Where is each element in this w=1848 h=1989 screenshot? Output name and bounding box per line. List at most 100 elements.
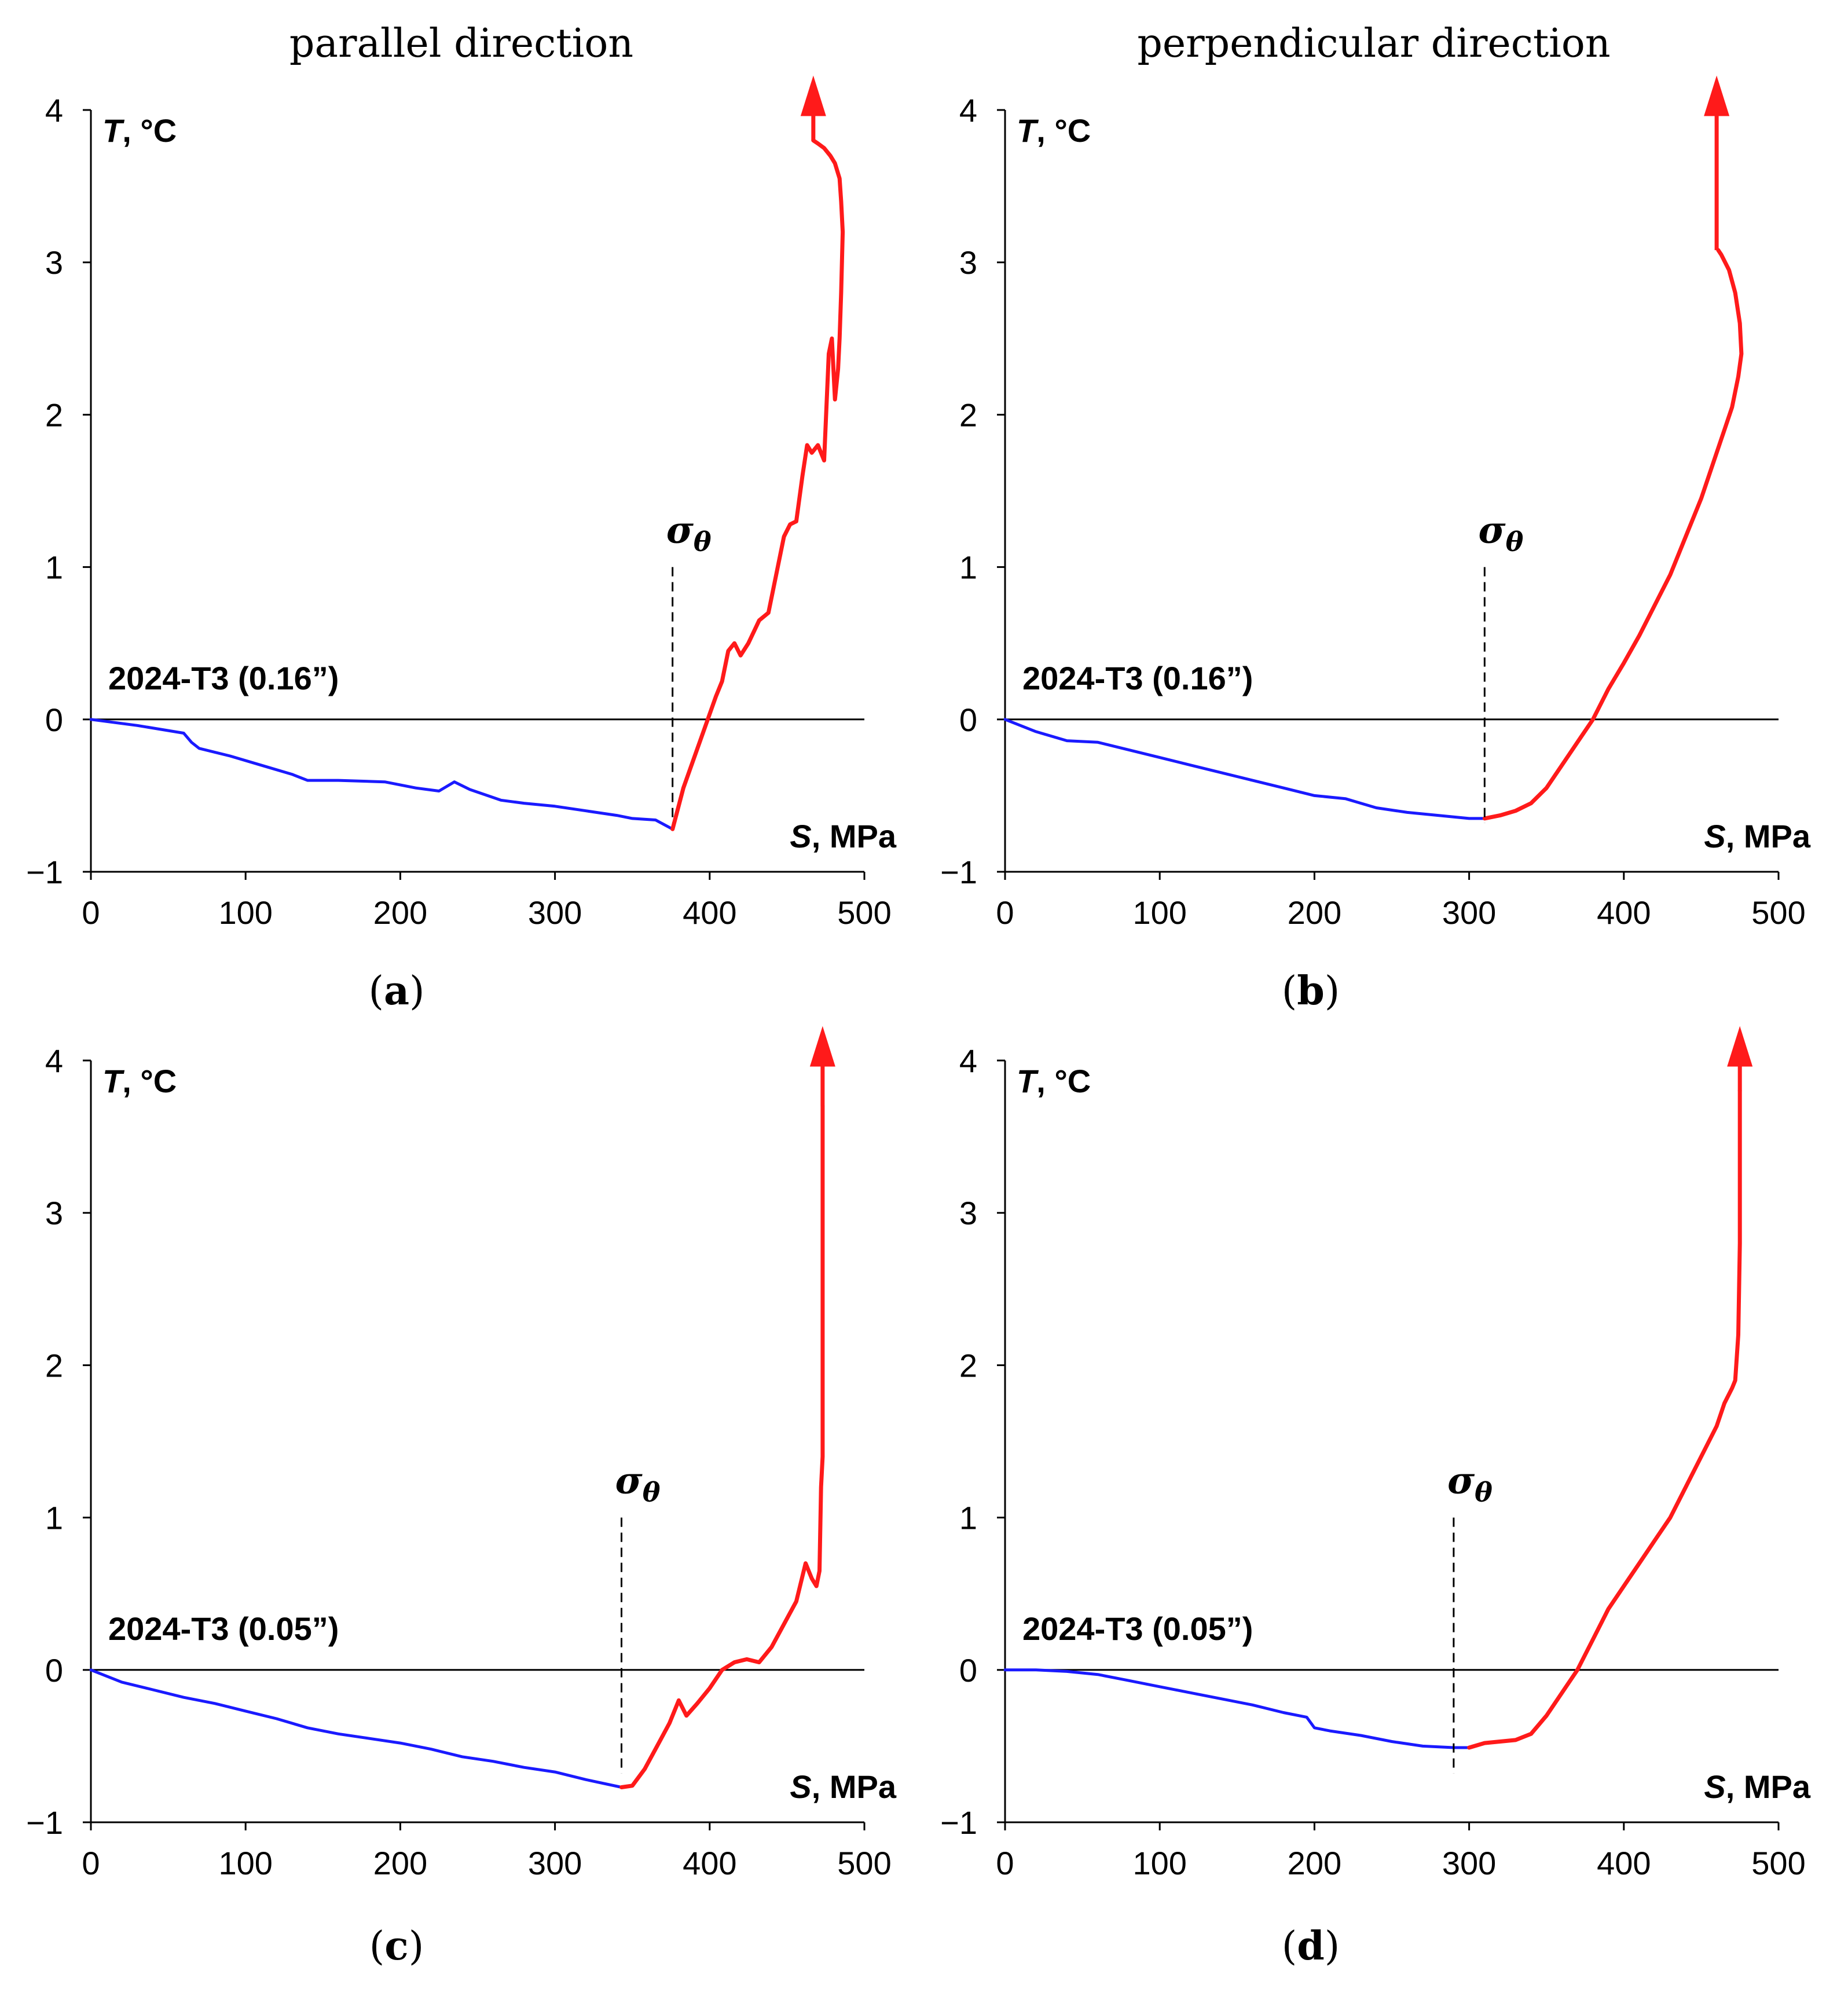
x-tick-label: 500 [837, 894, 891, 931]
y-axis-unit: , °C [1036, 112, 1091, 149]
sigma-theta-label: σθ [1478, 509, 1523, 557]
x-axis-label: S, MPa [790, 818, 896, 854]
panel-label-letter: b [1297, 968, 1325, 1014]
x-tick-label: 400 [683, 1845, 736, 1881]
y-tick-label: 4 [959, 92, 977, 129]
x-tick-label: 200 [373, 894, 427, 931]
y-tick-label: 3 [959, 1195, 977, 1231]
x-tick-label: 100 [1132, 894, 1186, 931]
x-axis-label: S, MPa [1704, 1768, 1810, 1805]
x-tick-label: 200 [1288, 1845, 1341, 1881]
x-axis-label: S, MPa [790, 1768, 896, 1805]
y-tick-label: 2 [45, 1347, 63, 1384]
x-tick-label: 300 [528, 894, 582, 931]
y-tick-label: 1 [45, 549, 63, 586]
arrow-head [1727, 1026, 1753, 1067]
panel-label-letter: a [384, 968, 409, 1014]
series-line-plastic [1482, 248, 1744, 821]
y-tick-label: 4 [45, 92, 63, 129]
y-axis-label: T, °C [102, 112, 177, 149]
material-annotation: 2024-T3 (0.05”) [108, 1610, 339, 1647]
y-tick-label: 2 [959, 1347, 977, 1384]
x-axis-var: S [790, 1768, 811, 1805]
x-tick-label: 300 [1442, 894, 1496, 931]
y-axis-var: T [1017, 112, 1039, 149]
y-tick-label: −1 [940, 854, 977, 890]
material-annotation: 2024-T3 (0.16”) [1022, 660, 1253, 696]
sigma-theta-label: σθ [1447, 1459, 1493, 1508]
series-line-elastic [89, 718, 674, 831]
sigma-theta-label: σθ [615, 1459, 661, 1508]
x-axis-var: S [790, 818, 811, 854]
x-tick-label: 0 [82, 1845, 100, 1881]
y-tick-label: 0 [959, 702, 977, 738]
y-tick-label: 1 [959, 1500, 977, 1536]
y-tick-label: −1 [26, 1804, 63, 1841]
x-tick-label: 100 [1132, 1845, 1186, 1881]
sigma-symbol: σ [666, 509, 694, 552]
chart-panel-c: −1 0 1 2 3 4 0 100 200 300 400 500 T, °C S, MPa 2024-T… [26, 1026, 897, 1969]
chart-panel-a: −1 0 1 2 3 4 0 100 200 300 400 500 T, °C S, MPa 2024-T… [26, 75, 897, 1014]
x-tick-label: 500 [1751, 1845, 1805, 1881]
sigma-symbol: σ [1447, 1459, 1475, 1503]
x-tick-label: 400 [683, 894, 736, 931]
y-axis-unit: , °C [122, 1063, 177, 1099]
y-axis-label: T, °C [1017, 1063, 1091, 1099]
column-title-perpendicular: perpendicular direction [1137, 21, 1610, 67]
series-line-plastic [619, 1104, 825, 1789]
sigma-subscript: θ [694, 526, 712, 557]
x-tick-label: 100 [218, 1845, 272, 1881]
x-tick-label: 0 [82, 894, 100, 931]
x-tick-label: 300 [528, 1845, 582, 1881]
series-line-plastic [670, 138, 845, 831]
panel-label-close: ) [409, 1924, 424, 1969]
panel-label-open: ( [1282, 1924, 1297, 1969]
chart-panel-b: −1 0 1 2 3 4 0 100 200 300 400 500 T, °C S, MPa 2024-T… [940, 75, 1811, 1014]
material-annotation: 2024-T3 (0.05”) [1022, 1610, 1253, 1647]
series-line-plastic [1467, 1089, 1742, 1750]
y-tick-label: 4 [959, 1043, 977, 1079]
panel-label: (d) [1282, 1923, 1340, 1969]
panel-label-letter: d [1297, 1923, 1325, 1969]
series-line-elastic [89, 1668, 623, 1789]
sigma-symbol: σ [615, 1459, 643, 1503]
x-axis-label: S, MPa [1704, 818, 1810, 854]
y-tick-label: 3 [45, 244, 63, 281]
y-axis-unit: , °C [1036, 1063, 1091, 1099]
sigma-subscript: θ [1506, 526, 1524, 557]
arrow-head [1704, 75, 1730, 116]
x-tick-label: 0 [996, 894, 1014, 931]
sigma-subscript: θ [1475, 1477, 1493, 1508]
y-tick-label: 0 [45, 1652, 63, 1689]
x-axis-unit: , MPa [812, 1768, 897, 1805]
sigma-subscript: θ [643, 1477, 661, 1508]
x-axis-unit: , MPa [1726, 818, 1811, 854]
y-tick-label: 1 [45, 1500, 63, 1536]
material-annotation: 2024-T3 (0.16”) [108, 660, 339, 696]
x-tick-label: 300 [1442, 1845, 1496, 1881]
x-tick-label: 500 [1751, 894, 1805, 931]
x-tick-label: 0 [996, 1845, 1014, 1881]
y-axis-label: T, °C [1017, 112, 1091, 149]
sigma-theta-label: σθ [666, 509, 712, 557]
x-tick-label: 400 [1597, 1845, 1651, 1881]
x-tick-label: 200 [373, 1845, 427, 1881]
y-tick-label: 3 [45, 1195, 63, 1231]
arrow-head [800, 75, 826, 116]
panel-label-close: ) [409, 968, 425, 1014]
y-tick-label: 4 [45, 1043, 63, 1079]
panel-label-open: ( [1282, 968, 1297, 1014]
series-line-elastic [1003, 718, 1486, 820]
x-tick-label: 200 [1288, 894, 1341, 931]
y-tick-label: −1 [940, 1804, 977, 1841]
panel-label-close: ) [1325, 968, 1340, 1014]
panel-label: (a) [368, 968, 424, 1014]
y-tick-label: 2 [959, 397, 977, 433]
panel-label-open: ( [369, 1924, 385, 1969]
y-tick-label: 0 [959, 1652, 977, 1689]
y-axis-unit: , °C [122, 112, 177, 149]
chart-panel-d: −1 0 1 2 3 4 0 100 200 300 400 500 T, °C S, MPa 2024-T… [940, 1026, 1811, 1969]
x-tick-label: 500 [837, 1845, 891, 1881]
